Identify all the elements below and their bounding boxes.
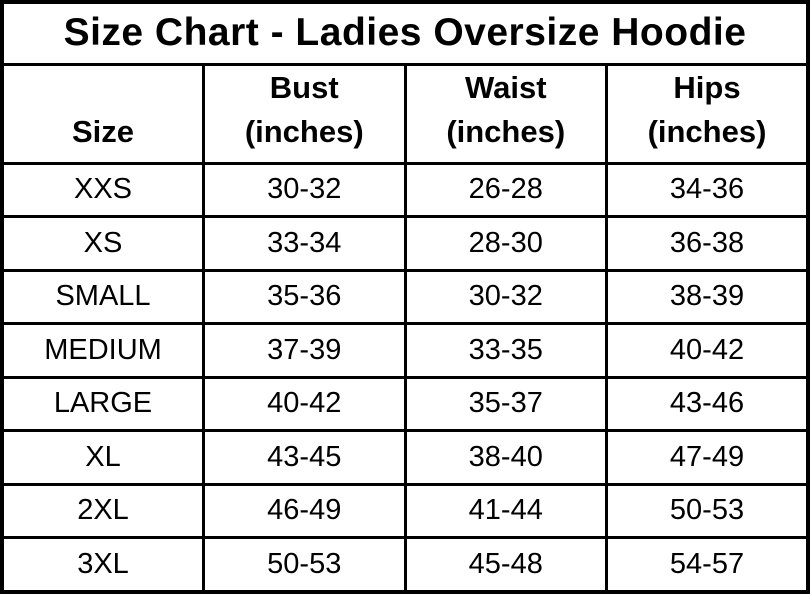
cell-bust: 40-42 bbox=[202, 375, 407, 433]
cell-hips: 47-49 bbox=[605, 429, 810, 486]
cell-waist: 33-35 bbox=[403, 322, 608, 379]
cell-waist: 38-40 bbox=[403, 429, 608, 486]
table-row: MEDIUM 37-39 33-35 40-42 bbox=[0, 322, 810, 379]
cell-hips: 34-36 bbox=[605, 161, 810, 219]
cell-size: XL bbox=[0, 429, 205, 486]
cell-waist: 28-30 bbox=[403, 215, 608, 272]
cell-hips: 54-57 bbox=[605, 536, 810, 594]
table-row: XS 33-34 28-30 36-38 bbox=[0, 215, 810, 272]
cell-size: MEDIUM bbox=[0, 322, 205, 379]
cell-size: SMALL bbox=[0, 268, 205, 326]
cell-waist: 35-37 bbox=[403, 375, 608, 433]
cell-hips: 43-46 bbox=[605, 375, 810, 433]
table-row: 2XL 46-49 41-44 50-53 bbox=[0, 482, 810, 540]
cell-waist: 45-48 bbox=[403, 536, 608, 594]
page-title: Size Chart - Ladies Oversize Hoodie bbox=[0, 0, 810, 66]
cell-hips: 38-39 bbox=[605, 268, 810, 326]
column-header-waist: Waist (inches) bbox=[403, 62, 608, 165]
cell-size: XS bbox=[0, 215, 205, 272]
cell-waist: 26-28 bbox=[403, 161, 608, 219]
column-header-size: Size bbox=[0, 62, 205, 165]
table-row: XL 43-45 38-40 47-49 bbox=[0, 429, 810, 486]
column-header-hips: Hips (inches) bbox=[605, 62, 810, 165]
cell-bust: 43-45 bbox=[202, 429, 407, 486]
column-header-bust: Bust (inches) bbox=[202, 62, 407, 165]
cell-waist: 41-44 bbox=[403, 482, 608, 540]
table-header-row: Size Bust (inches) Waist (inches) Hips (… bbox=[0, 62, 810, 165]
cell-size: 2XL bbox=[0, 482, 205, 540]
table-row: SMALL 35-36 30-32 38-39 bbox=[0, 268, 810, 326]
cell-bust: 30-32 bbox=[202, 161, 407, 219]
table-row: 3XL 50-53 45-48 54-57 bbox=[0, 536, 810, 594]
cell-size: 3XL bbox=[0, 536, 205, 594]
cell-hips: 40-42 bbox=[605, 322, 810, 379]
title-row: Size Chart - Ladies Oversize Hoodie bbox=[0, 0, 810, 66]
cell-hips: 50-53 bbox=[605, 482, 810, 540]
cell-bust: 46-49 bbox=[202, 482, 407, 540]
cell-size: LARGE bbox=[0, 375, 205, 433]
cell-hips: 36-38 bbox=[605, 215, 810, 272]
cell-bust: 37-39 bbox=[202, 322, 407, 379]
cell-waist: 30-32 bbox=[403, 268, 608, 326]
cell-bust: 35-36 bbox=[202, 268, 407, 326]
cell-bust: 33-34 bbox=[202, 215, 407, 272]
cell-size: XXS bbox=[0, 161, 205, 219]
cell-bust: 50-53 bbox=[202, 536, 407, 594]
table-row: LARGE 40-42 35-37 43-46 bbox=[0, 375, 810, 433]
table-row: XXS 30-32 26-28 34-36 bbox=[0, 161, 810, 219]
